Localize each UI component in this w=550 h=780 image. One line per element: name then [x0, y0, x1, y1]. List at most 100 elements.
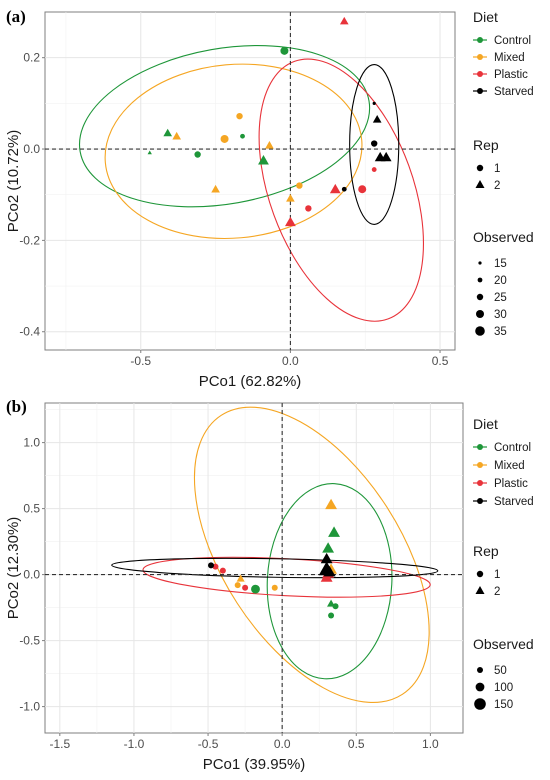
panel-b-x-tick-label: -1.0	[124, 737, 145, 751]
panel-a-x-tick-label: -0.5	[130, 354, 151, 368]
panel-a-points	[147, 16, 392, 227]
panel-a-point-plastic	[305, 205, 312, 212]
panel-a-point-plastic	[339, 16, 349, 25]
panel-b-legend-observed-title: Observed	[473, 636, 534, 652]
panel-b-zero-lines	[45, 403, 463, 733]
panel-b-legend-rep-label: 2	[494, 586, 500, 598]
panel-a-legend-diet-label: Mixed	[494, 52, 525, 64]
panel-b-legend-diet-swatch	[477, 480, 483, 486]
panel-a-legend-diet-swatch	[477, 71, 483, 77]
panel-a-grid	[45, 12, 455, 350]
panel-b-point-mixed	[236, 574, 245, 582]
panel-a-point-plastic	[358, 185, 367, 194]
panel-b-x-tick-label: -0.5	[198, 737, 219, 751]
panel-a-point-mixed	[265, 141, 274, 149]
panel-b-legend-diet-title: Diet	[473, 416, 498, 432]
panel-b-y-tick-label: -1.0	[19, 700, 40, 714]
panel-b-legend-observed-swatch	[477, 667, 483, 673]
panel-a-legend-observed-swatch	[478, 261, 482, 265]
panel-a-ellipses	[78, 45, 424, 322]
panel-a-legend-observed-label: 30	[494, 309, 507, 321]
panel-a-x-tick-label: 0.0	[282, 354, 299, 368]
panel-b-ellipse-control	[266, 483, 393, 680]
panel-b-legend-observed-swatch	[475, 682, 485, 692]
panel-a-point-plastic	[285, 216, 296, 227]
panel-a-legend-rep-circle	[476, 164, 484, 172]
panel-a-legend-observed-swatch	[476, 293, 484, 301]
panel-a-legend-rep-triangle	[475, 180, 485, 188]
panel-a-y-tick-label: -0.2	[19, 233, 40, 247]
panel-a-point-mixed	[296, 182, 303, 189]
panel-b-point-mixed	[271, 584, 278, 591]
panel-a-legend-rep-label: 2	[494, 180, 500, 192]
panel-b-point-control	[328, 526, 340, 537]
panel-a-ellipse-mixed	[104, 63, 363, 240]
panel-b-point-starved	[320, 552, 333, 564]
panel-a-point-starved	[372, 115, 382, 123]
panel-b-x-tick-label: 1.0	[422, 737, 439, 751]
panel-b-legend-diet-swatch	[477, 444, 483, 450]
panel-a-y-tick-label: -0.4	[19, 325, 40, 339]
panel-a-tag: (a)	[6, 7, 26, 26]
panel-a-legend: Diet Control Mixed Plastic Starved Rep 1 2 Obser…	[473, 9, 534, 338]
panel-a-plot-area	[44, 11, 456, 351]
panel-b-point-starved	[323, 566, 336, 577]
panel-a-point-mixed	[236, 112, 243, 120]
panel-a-point-starved	[370, 140, 378, 147]
panel-b-point-plastic	[219, 567, 226, 574]
panel-b-legend: Diet Control Mixed Plastic Starved Rep 1 2 Obser…	[473, 416, 534, 711]
panel-b-x-tick-label: -1.5	[49, 737, 70, 751]
panel-a-ellipse-starved	[349, 63, 400, 225]
panel-a-point-starved	[341, 186, 347, 192]
panel-a-point-mixed	[172, 131, 181, 140]
panel-a-point-mixed	[211, 184, 220, 193]
panel-a-point-starved	[372, 101, 376, 105]
panel-a-x-ticks: -0.5 0.0 0.5	[130, 350, 449, 368]
panel-a-zero-lines	[45, 12, 455, 350]
panel-b-legend-diet-swatch	[477, 462, 483, 468]
panel-a-legend-diet-swatch	[477, 37, 483, 43]
panel-a-point-mixed	[220, 134, 229, 143]
panel-a-point-mixed	[286, 194, 295, 202]
panel-a-point-control	[147, 150, 152, 155]
panel-b-legend-rep-circle	[476, 570, 484, 578]
panel-a-legend-observed-label: 35	[494, 326, 507, 338]
panel-a-legend-observed-title: Observed	[473, 229, 534, 245]
panel-b-point-control	[327, 599, 336, 607]
panel-a-y-tick-label: 0.0	[23, 142, 40, 156]
panel-b-y-axis-label: PCo2 (12.30%)	[5, 517, 22, 620]
panel-b-x-tick-label: 0.0	[274, 737, 291, 751]
panel-b: (b) -1.5 -1.0 -0.5 0.0 0.5 1.0 1.0 0.5 0.0 -0.5 -…	[5, 397, 534, 773]
panel-a-point-control	[163, 128, 173, 137]
panel-a-point-starved	[380, 151, 392, 162]
panel-b-legend-diet-label: Plastic	[494, 478, 528, 490]
panel-a-y-ticks: 0.2 0.0 -0.2 -0.4	[19, 51, 45, 339]
panel-b-ellipse-mixed	[193, 406, 430, 704]
panel-b-legend-observed-swatch	[474, 698, 486, 710]
panel-a-y-axis-label: PCo2 (10.72%)	[5, 130, 22, 233]
panel-b-x-ticks: -1.5 -1.0 -0.5 0.0 0.5 1.0	[49, 733, 439, 751]
panel-b-legend-observed-label: 100	[494, 682, 513, 694]
panel-a-legend-observed-label: 15	[494, 258, 507, 270]
panel-b-legend-observed-label: 150	[494, 699, 513, 711]
panel-a-x-axis-label: PCo1 (62.82%)	[199, 373, 302, 390]
panel-b-point-control	[251, 584, 260, 594]
panel-b-legend-rep-label: 1	[494, 569, 500, 581]
panel-b-tag: (b)	[6, 397, 27, 416]
panel-b-y-tick-label: -0.5	[19, 634, 40, 648]
panel-a-point-plastic	[371, 167, 377, 172]
panel-b-legend-diet-label: Starved	[494, 496, 534, 508]
panel-a-point-control	[258, 155, 269, 165]
panel-a-legend-diet-swatch	[477, 88, 483, 94]
panel-a-x-tick-label: 0.5	[432, 354, 449, 368]
panel-a-point-control	[280, 46, 289, 55]
panel-b-point-mixed	[325, 498, 338, 510]
panel-a-point-control	[194, 151, 201, 158]
panel-a-ellipse-control	[78, 45, 371, 208]
panel-a-legend-observed-swatch	[475, 326, 485, 336]
panel-a-y-tick-label: 0.2	[23, 51, 40, 65]
panel-b-x-axis-label: PCo1 (39.95%)	[203, 756, 306, 773]
panel-b-x-tick-label: 0.5	[348, 737, 365, 751]
panel-a-legend-observed-swatch	[476, 310, 484, 318]
